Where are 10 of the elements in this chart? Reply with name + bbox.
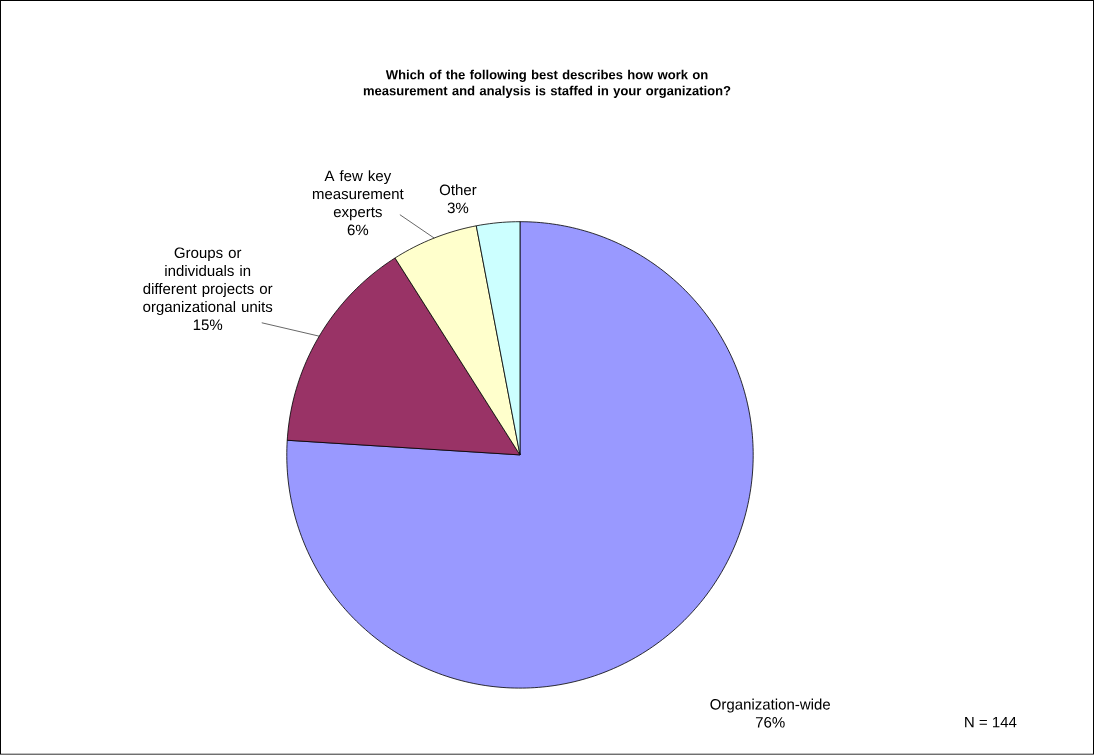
slice-label: Other <box>439 184 477 196</box>
slice-label: Organization-wide <box>710 698 831 713</box>
chart-title: Which of the following best describes how work on measurement and analysis is staffed in your organization? <box>363 69 731 99</box>
text: N = 144 <box>965 717 1017 728</box>
data-label: 6% <box>347 224 369 236</box>
data-label: 15% <box>193 319 223 331</box>
data-label: 3% <box>447 202 469 214</box>
slice-label: A few key measurement experts <box>312 170 404 221</box>
data-label: 76% <box>755 717 785 728</box>
slice-label: Groups or individuals in different projects or organizational units <box>143 247 273 316</box>
